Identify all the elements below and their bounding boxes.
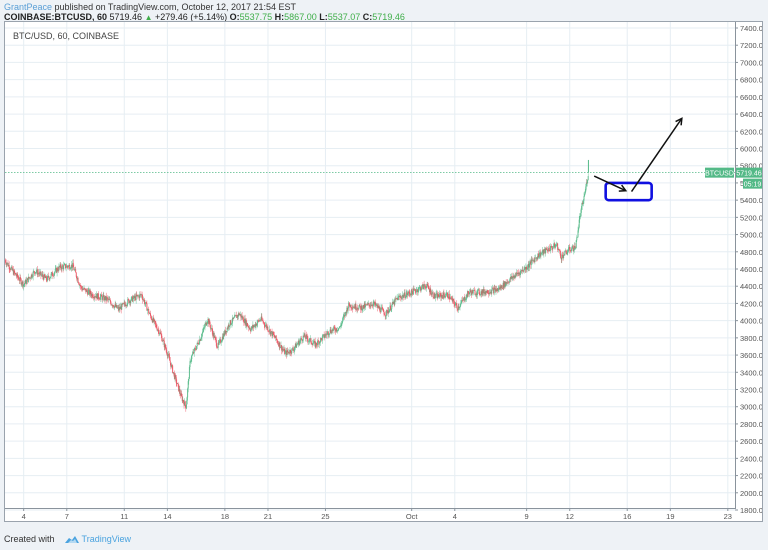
close-value: 5719.46 xyxy=(372,12,405,22)
target-zone-rectangle[interactable] xyxy=(604,181,653,202)
last-price-tag-text: 5719.46 xyxy=(736,171,761,178)
last-price: 5719.46 xyxy=(109,12,143,22)
price-change: +279.46 (+5.14%) xyxy=(155,12,228,22)
price-tick-label: 7000.00 xyxy=(740,58,762,67)
price-tick-label: 2000.00 xyxy=(740,489,762,498)
price-tick-label: 3800.00 xyxy=(740,334,762,343)
price-tick-label: 3400.00 xyxy=(740,368,762,377)
high-value: 5867.00 xyxy=(284,12,317,22)
price-tick-label: 4200.00 xyxy=(740,299,762,308)
time-tick-label: 12 xyxy=(566,512,574,521)
publish-info: GrantPeace published on TradingView.com,… xyxy=(4,2,296,12)
price-tick-label: 4800.00 xyxy=(740,248,762,257)
time-tick-label: 9 xyxy=(525,512,529,521)
price-tick-label: 4400.00 xyxy=(740,282,762,291)
tradingview-brand-label: TradingView xyxy=(81,534,132,544)
price-tick-label: 6600.00 xyxy=(740,93,762,102)
price-tick-label: 4000.00 xyxy=(740,317,762,326)
price-axis[interactable]: 7400.00 7200.00 7000.00 6800.00 6600.00 6400.… xyxy=(735,24,762,515)
chart-frame[interactable]: 7400.00 7200.00 7000.00 6800.00 6600.00 6400.… xyxy=(4,21,763,522)
time-tick-label: 4 xyxy=(22,512,26,521)
time-tick-label: 4 xyxy=(453,512,457,521)
created-with-text: Created with xyxy=(4,534,55,544)
trend-arrow-icon[interactable] xyxy=(630,117,683,192)
up-triangle-icon: ▲ xyxy=(144,13,153,22)
price-chart[interactable]: 7400.00 7200.00 7000.00 6800.00 6600.00 6400.… xyxy=(5,22,762,521)
close-label: C: xyxy=(362,12,373,22)
time-tick-label: 14 xyxy=(163,512,171,521)
price-tick-label: 5200.00 xyxy=(740,213,762,222)
price-tick-label: 6000.00 xyxy=(740,145,762,154)
tradingview-brand[interactable]: TradingView xyxy=(64,534,132,544)
price-tick-label: 3000.00 xyxy=(740,403,762,412)
symbol-price-tag: BTCUSD 5719.46 05:19 xyxy=(705,167,762,189)
price-tick-label: 7200.00 xyxy=(740,41,762,50)
price-tick-label: 2600.00 xyxy=(740,437,762,446)
time-tick-label: 18 xyxy=(221,512,229,521)
time-tick-label: 7 xyxy=(65,512,69,521)
price-tick-label: 5400.00 xyxy=(740,196,762,205)
price-tick-label: 5000.00 xyxy=(740,231,762,240)
price-tick-label: 7400.00 xyxy=(740,24,762,33)
time-tick-label: 16 xyxy=(623,512,631,521)
price-tick-label: 6800.00 xyxy=(740,76,762,85)
price-tick-label: 3600.00 xyxy=(740,351,762,360)
price-tick-label: 4600.00 xyxy=(740,265,762,274)
candlestick-series xyxy=(5,159,589,412)
low-label: L: xyxy=(319,12,328,22)
time-tick-label: Oct xyxy=(406,512,419,521)
author-link[interactable]: GrantPeace xyxy=(4,2,53,12)
symbol-interval: COINBASE:BTCUSD, 60 xyxy=(4,12,108,22)
price-tick-label: 2800.00 xyxy=(740,420,762,429)
tradingview-logo-icon xyxy=(64,535,79,543)
footer: Created with TradingView xyxy=(4,534,131,544)
price-tick-label: 3200.00 xyxy=(740,386,762,395)
high-label: H: xyxy=(274,12,285,22)
time-tick-label: 11 xyxy=(120,512,128,521)
price-tick-label: 2200.00 xyxy=(740,472,762,481)
price-tick-label: 6400.00 xyxy=(740,110,762,119)
time-tick-label: 19 xyxy=(666,512,674,521)
trend-arrow-icon[interactable] xyxy=(593,175,628,192)
price-tick-label: 1800.00 xyxy=(740,506,762,515)
time-tick-label: 23 xyxy=(724,512,732,521)
published-text: published on TradingView.com, October 12… xyxy=(54,2,297,12)
price-tick-label: 6200.00 xyxy=(740,127,762,136)
time-tick-label: 25 xyxy=(321,512,329,521)
time-tick-label: 21 xyxy=(264,512,272,521)
time-axis[interactable]: 4 7 11 14 18 21 25 Oct 4 9 12 16 19 23 xyxy=(22,508,732,521)
symbol-info: COINBASE:BTCUSD, 60 5719.46 ▲ +279.46 (+… xyxy=(4,12,405,22)
chart-legend-title: BTC/USD, 60, COINBASE xyxy=(13,31,120,41)
symbol-tag-text: BTCUSD xyxy=(705,171,734,178)
open-label: O: xyxy=(229,12,240,22)
price-tick-label: 2400.00 xyxy=(740,454,762,463)
price-tick-label: 5800.00 xyxy=(740,162,762,171)
low-value: 5537.07 xyxy=(327,12,361,22)
open-value: 5537.75 xyxy=(239,12,273,22)
bar-countdown-text: 05:19 xyxy=(744,182,762,189)
drawing-annotations[interactable] xyxy=(593,117,683,202)
